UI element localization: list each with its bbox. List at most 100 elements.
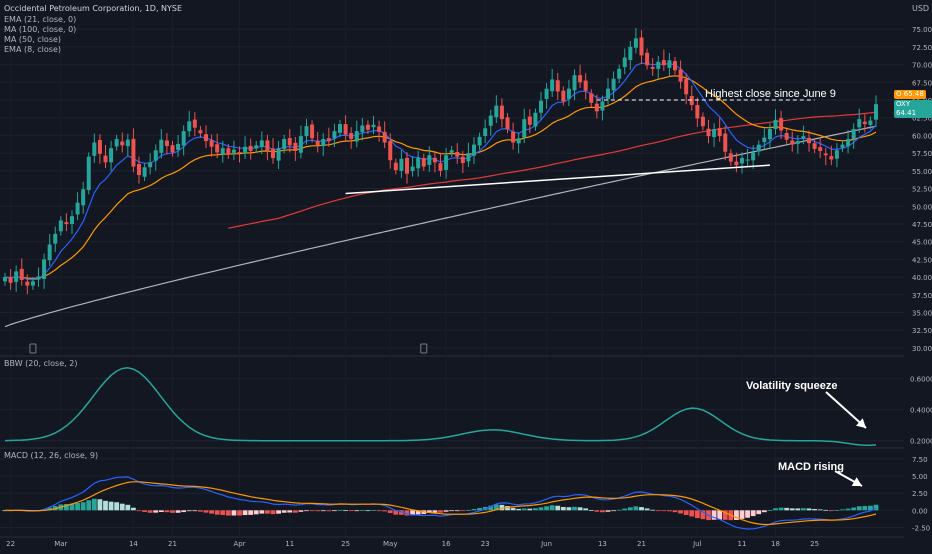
candle-body xyxy=(566,88,571,99)
macd-histogram-bar xyxy=(801,508,806,511)
date-tick-label: 18 xyxy=(771,540,780,548)
candle-body xyxy=(862,121,867,125)
macd-histogram-bar xyxy=(510,507,516,511)
macd-histogram-bar xyxy=(80,502,86,511)
macd-histogram-bar xyxy=(371,510,376,511)
price-tick-label: 50.00 xyxy=(912,203,932,211)
macd-line xyxy=(4,476,877,530)
candle-body xyxy=(14,271,19,282)
macd-histogram-bar xyxy=(538,507,544,511)
candle-body xyxy=(215,144,220,153)
date-tick-label: 22 xyxy=(6,540,15,548)
candle-body xyxy=(617,68,622,79)
candle-body xyxy=(248,145,253,151)
candle-body xyxy=(365,124,370,130)
candle-body xyxy=(304,126,309,137)
macd-histogram-bar xyxy=(505,506,510,511)
macd-histogram-bar xyxy=(354,510,360,512)
macd-histogram-bar xyxy=(449,510,455,512)
macd-title: MACD (12, 26, close, 9) xyxy=(4,451,99,460)
price-tick-label: 67.50 xyxy=(912,79,932,87)
candle-body xyxy=(25,281,30,286)
macd-histogram-bar xyxy=(432,510,438,513)
macd-histogram-bar xyxy=(672,510,678,513)
symbol-price: 65.48 xyxy=(903,90,924,98)
date-tick-label: 16 xyxy=(442,540,451,548)
candle-body xyxy=(667,60,672,68)
candle-body xyxy=(120,141,125,146)
price-tick-label: 57.50 xyxy=(912,150,932,158)
candle-body xyxy=(47,244,52,261)
candle-body xyxy=(851,129,856,139)
macd-histogram-bar xyxy=(225,510,231,516)
price-tick-label: 60.00 xyxy=(912,132,932,140)
macd-histogram-bar xyxy=(438,510,443,513)
candle-body xyxy=(282,138,287,150)
macd-histogram-bar xyxy=(717,510,723,520)
macd-histogram-bar xyxy=(862,505,868,511)
date-tick-label: 23 xyxy=(481,540,490,548)
macd-histogram-bar xyxy=(845,508,851,511)
volatility-arrow xyxy=(825,391,867,429)
candle-body xyxy=(170,145,175,153)
macd-histogram-bar xyxy=(365,510,371,512)
candle-body xyxy=(846,138,851,147)
candle-body xyxy=(656,61,661,69)
candle-body xyxy=(254,145,259,149)
price-tick-label: 45.00 xyxy=(912,239,932,247)
candle-body xyxy=(377,126,382,132)
candle-body xyxy=(706,128,711,137)
macd-histogram-bar xyxy=(828,510,834,512)
macd-histogram-bar xyxy=(639,507,644,511)
macd-histogram-bar xyxy=(588,510,594,511)
candle-body xyxy=(421,158,426,167)
bbw-tick-label: 0.6000 xyxy=(910,376,932,384)
volatility-arrow-head xyxy=(856,418,866,428)
candle-body xyxy=(745,159,750,161)
candle-body xyxy=(874,104,878,120)
candle-body xyxy=(829,156,834,160)
candle-body xyxy=(494,105,499,118)
price-tick-label: 72.50 xyxy=(912,44,932,52)
macd-histogram-bar xyxy=(276,510,281,514)
macd-histogram-bar xyxy=(555,505,561,511)
candle-body xyxy=(332,131,337,139)
macd-histogram-bar xyxy=(237,510,242,516)
macd-histogram-bar xyxy=(488,505,494,511)
date-tick-label: 14 xyxy=(129,540,138,548)
macd-tick-label: -2.50 xyxy=(912,524,930,532)
macd-histogram-bar xyxy=(600,510,605,513)
macd-histogram-bar xyxy=(806,508,812,511)
macd-histogram-bar xyxy=(220,510,226,516)
date-tick-label: 25 xyxy=(810,540,819,548)
candle-body xyxy=(756,144,761,152)
candle-body xyxy=(181,131,186,146)
macd-histogram-bar xyxy=(722,510,728,520)
date-tick-label: 21 xyxy=(637,540,646,548)
macd-histogram-bar xyxy=(64,504,69,511)
support-trendline xyxy=(345,164,770,195)
macd-histogram-bar xyxy=(572,506,577,511)
candle-body xyxy=(209,140,214,147)
candle-body xyxy=(807,137,811,144)
macd-histogram-bar xyxy=(549,505,555,511)
macd-histogram-bar xyxy=(761,510,767,513)
macd-histogram-bar xyxy=(644,508,650,511)
macd-histogram-bar xyxy=(516,508,522,511)
macd-histogram-bar xyxy=(404,510,410,516)
macd-histogram-bar xyxy=(678,510,683,514)
macd-histogram-bar xyxy=(309,510,315,512)
candle-body xyxy=(723,133,728,152)
macd-histogram-bar xyxy=(164,510,170,513)
candle-body xyxy=(477,136,482,146)
candle-body xyxy=(790,140,795,145)
macd-histogram-bar xyxy=(198,510,203,512)
macd-histogram-bar xyxy=(683,510,689,515)
currency-label: USD xyxy=(912,4,930,13)
candle-body xyxy=(561,90,566,102)
macd-histogram-bar xyxy=(248,510,254,515)
candle-body xyxy=(572,75,577,91)
macd-histogram-bar xyxy=(287,510,293,513)
